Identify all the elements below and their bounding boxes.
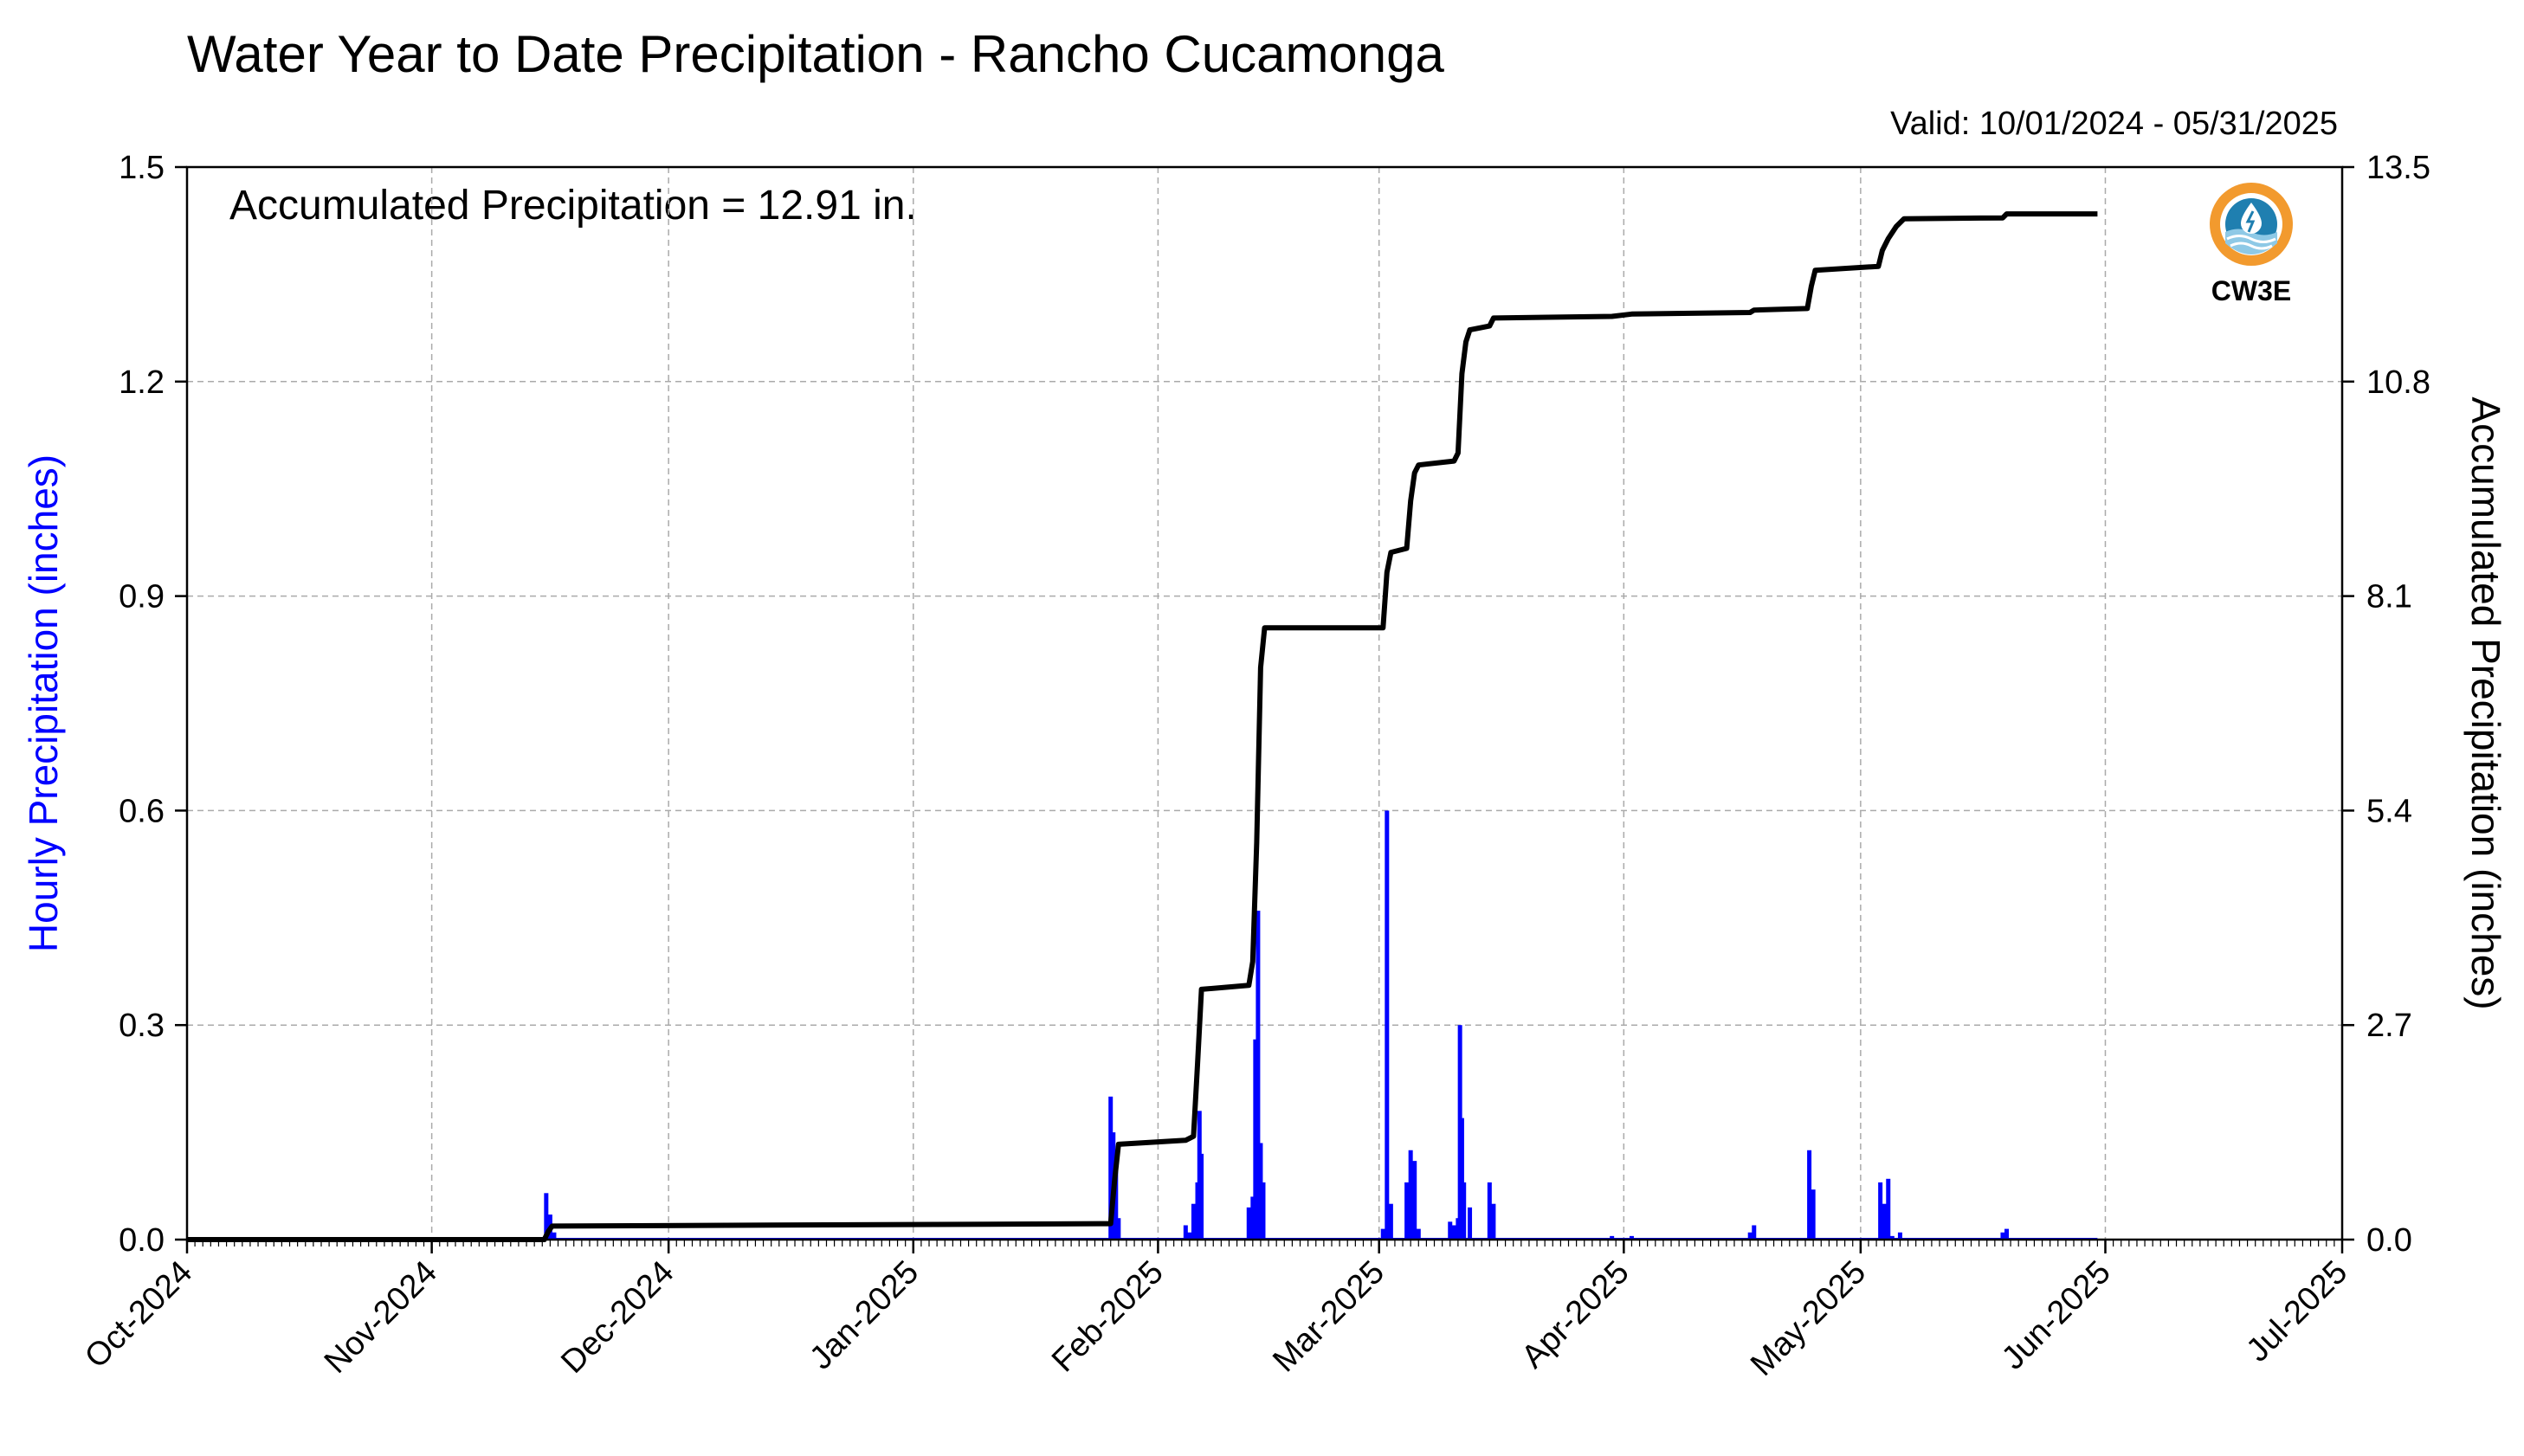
x-tick-label: Feb-2025: [1045, 1254, 1171, 1380]
x-tick-label: Apr-2025: [1514, 1254, 1636, 1375]
hourly-precipitation-bar: [1385, 810, 1390, 1240]
hourly-precipitation-bar: [1412, 1161, 1417, 1240]
hourly-precipitation-bar: [1183, 1225, 1188, 1240]
x-tick-label: Jun-2025: [1995, 1254, 2118, 1377]
hourly-precipitation-bar: [1116, 1218, 1121, 1240]
y-left-tick-label: 1.2: [119, 364, 165, 401]
hourly-precipitation-bar: [1491, 1203, 1496, 1240]
y-left-tick-label: 0.0: [119, 1222, 165, 1259]
hourly-precipitation-bar: [1807, 1150, 1812, 1240]
hourly-precipitation-bar: [1462, 1182, 1467, 1240]
hourly-precipitation-bar: [1246, 1207, 1251, 1240]
hourly-precipitation-bar: [1448, 1221, 1453, 1240]
hourly-precipitation-bar: [1199, 1153, 1204, 1240]
hourly-precipitation-bar: [1404, 1182, 1410, 1240]
hourly-precipitation-bar: [1889, 1235, 1895, 1240]
y-left-tick-label: 1.5: [119, 150, 165, 186]
hourly-precipitation-bar: [1250, 1196, 1256, 1240]
hourly-precipitation-bar: [1878, 1182, 1883, 1240]
hourly-precipitation-bar: [1882, 1203, 1887, 1240]
accumulated-precipitation-annotation: Accumulated Precipitation = 12.91 in.: [229, 183, 917, 229]
cw3e-logo-icon: [2210, 183, 2293, 266]
hourly-precipitation-bar: [1487, 1182, 1492, 1240]
accumulated-precipitation-line-layer: [187, 211, 2098, 1242]
hourly-precipitation-bar: [1468, 1207, 1473, 1240]
hourly-precipitation-bar: [1459, 1118, 1464, 1240]
y-left-tick-label: 0.9: [119, 579, 165, 615]
hourly-precipitation-bar: [1114, 1168, 1119, 1240]
hourly-precipitation-bar: [544, 1193, 549, 1240]
hourly-precipitation-bar: [1388, 1203, 1393, 1240]
hourly-precipitation-bar: [1629, 1235, 1634, 1240]
hourly-precipitation-bar: [1187, 1232, 1192, 1240]
hourly-precipitation-bar: [2000, 1232, 2005, 1240]
hourly-precipitation-bar: [1253, 1039, 1258, 1240]
y-left-axis-label: Hourly Precipitation (inches): [21, 454, 66, 952]
hourly-precipitation-bar: [1747, 1232, 1753, 1240]
cw3e-logo: CW3E: [2199, 178, 2303, 312]
plot-frame: [185, 165, 2344, 1241]
x-tick-label: Jul-2025: [2240, 1254, 2355, 1369]
hourly-precipitation-bar: [1752, 1225, 1757, 1240]
hourly-precipitation-bar: [1886, 1178, 1891, 1240]
hourly-precipitation-bar: [1258, 1143, 1263, 1240]
y-right-axis-label: Accumulated Precipitation (inches): [2463, 396, 2508, 1009]
hourly-precipitation-bar: [1108, 1096, 1114, 1240]
x-tick-label: Mar-2025: [1266, 1254, 1391, 1380]
hourly-precipitation-bar: [1261, 1182, 1266, 1240]
x-tick-label: May-2025: [1744, 1254, 1873, 1383]
cw3e-logo-text: CW3E: [2211, 275, 2292, 306]
hourly-precipitation-bar: [1451, 1225, 1456, 1240]
y-right-tick-label: 8.1: [2366, 579, 2412, 615]
hourly-precipitation-bar: [2004, 1228, 2010, 1240]
accumulated-precipitation-line: [187, 211, 2098, 1242]
hourly-precipitation-bar: [1416, 1228, 1421, 1240]
y-right-tick-label: 10.8: [2366, 364, 2430, 401]
y-right-tick-label: 5.4: [2366, 793, 2412, 829]
y-left-tick-label: 0.6: [119, 793, 165, 829]
valid-date-range: Valid: 10/01/2024 - 05/31/2025: [1890, 106, 2338, 142]
hourly-precipitation-bar: [1408, 1150, 1413, 1240]
hourly-precipitation-bar: [1256, 911, 1261, 1240]
grid-layer: [187, 167, 2342, 1240]
x-tick-label: Nov-2024: [318, 1254, 444, 1381]
y-right-tick-label: 13.5: [2366, 150, 2430, 186]
chart-title: Water Year to Date Precipitation - Ranch…: [187, 25, 1444, 83]
y-right-tick-label: 0.0: [2366, 1222, 2412, 1259]
hourly-precipitation-bar: [552, 1232, 557, 1240]
x-tick-label: Jan-2025: [803, 1254, 926, 1377]
x-tick-label: Oct-2024: [78, 1254, 199, 1375]
hourly-precipitation-bar: [1897, 1232, 1902, 1240]
x-tick-label: Dec-2024: [554, 1254, 681, 1381]
hourly-precipitation-bar: [1380, 1228, 1385, 1240]
y-left-tick-label: 0.3: [119, 1008, 165, 1044]
y-right-tick-label: 2.7: [2366, 1008, 2412, 1044]
hourly-precipitation-bar: [1811, 1189, 1816, 1240]
hourly-precipitation-bar: [1191, 1203, 1196, 1240]
hourly-precipitation-bar: [1610, 1235, 1615, 1240]
